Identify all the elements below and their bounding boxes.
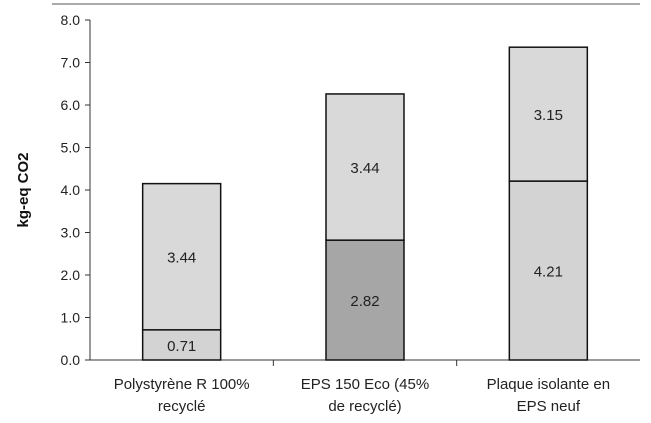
x-category-label: Polystyrène R 100% recyclé bbox=[114, 376, 250, 415]
y-axis-title: kg-eq CO2 bbox=[15, 152, 32, 227]
y-tick-label: 5.0 bbox=[61, 140, 81, 156]
y-tick-label: 8.0 bbox=[61, 12, 81, 28]
data-label: 0.71 bbox=[167, 338, 196, 355]
bar-segment bbox=[325, 93, 405, 241]
bar-segment bbox=[141, 329, 222, 361]
data-label: 2.82 bbox=[350, 293, 379, 310]
y-axis-ticks: 0.0 1.0 2.0 3.0 4.0 5.0 6.0 7.0 8.0 bbox=[61, 12, 458, 368]
y-tick-label: 4.0 bbox=[61, 182, 81, 198]
y-tick-label: 0.0 bbox=[61, 352, 81, 368]
y-tick-label: 2.0 bbox=[61, 267, 81, 283]
data-label: 3.44 bbox=[350, 160, 379, 177]
bar-segment bbox=[325, 239, 405, 361]
y-tick-label: 1.0 bbox=[61, 310, 81, 326]
bar-segment bbox=[508, 46, 589, 182]
data-label: 3.44 bbox=[167, 250, 196, 267]
bars bbox=[141, 46, 589, 361]
y-tick-label: 3.0 bbox=[61, 225, 81, 241]
bar-segment bbox=[508, 180, 589, 361]
data-label: 4.21 bbox=[534, 264, 563, 281]
y-tick-label: 6.0 bbox=[61, 97, 81, 113]
x-category-label: EPS 150 Eco (45% de recyclé) bbox=[301, 376, 429, 415]
data-labels: 0.71 3.44 2.82 3.44 4.21 3.15 bbox=[167, 107, 563, 355]
y-tick-label: 7.0 bbox=[61, 55, 81, 71]
x-category-label: Plaque isolante en EPS neuf bbox=[487, 376, 610, 415]
bar-segment bbox=[141, 182, 222, 331]
category-labels: Polystyrène R 100% recyclé EPS 150 Eco (45… bbox=[114, 376, 610, 415]
data-label: 3.15 bbox=[534, 107, 563, 124]
